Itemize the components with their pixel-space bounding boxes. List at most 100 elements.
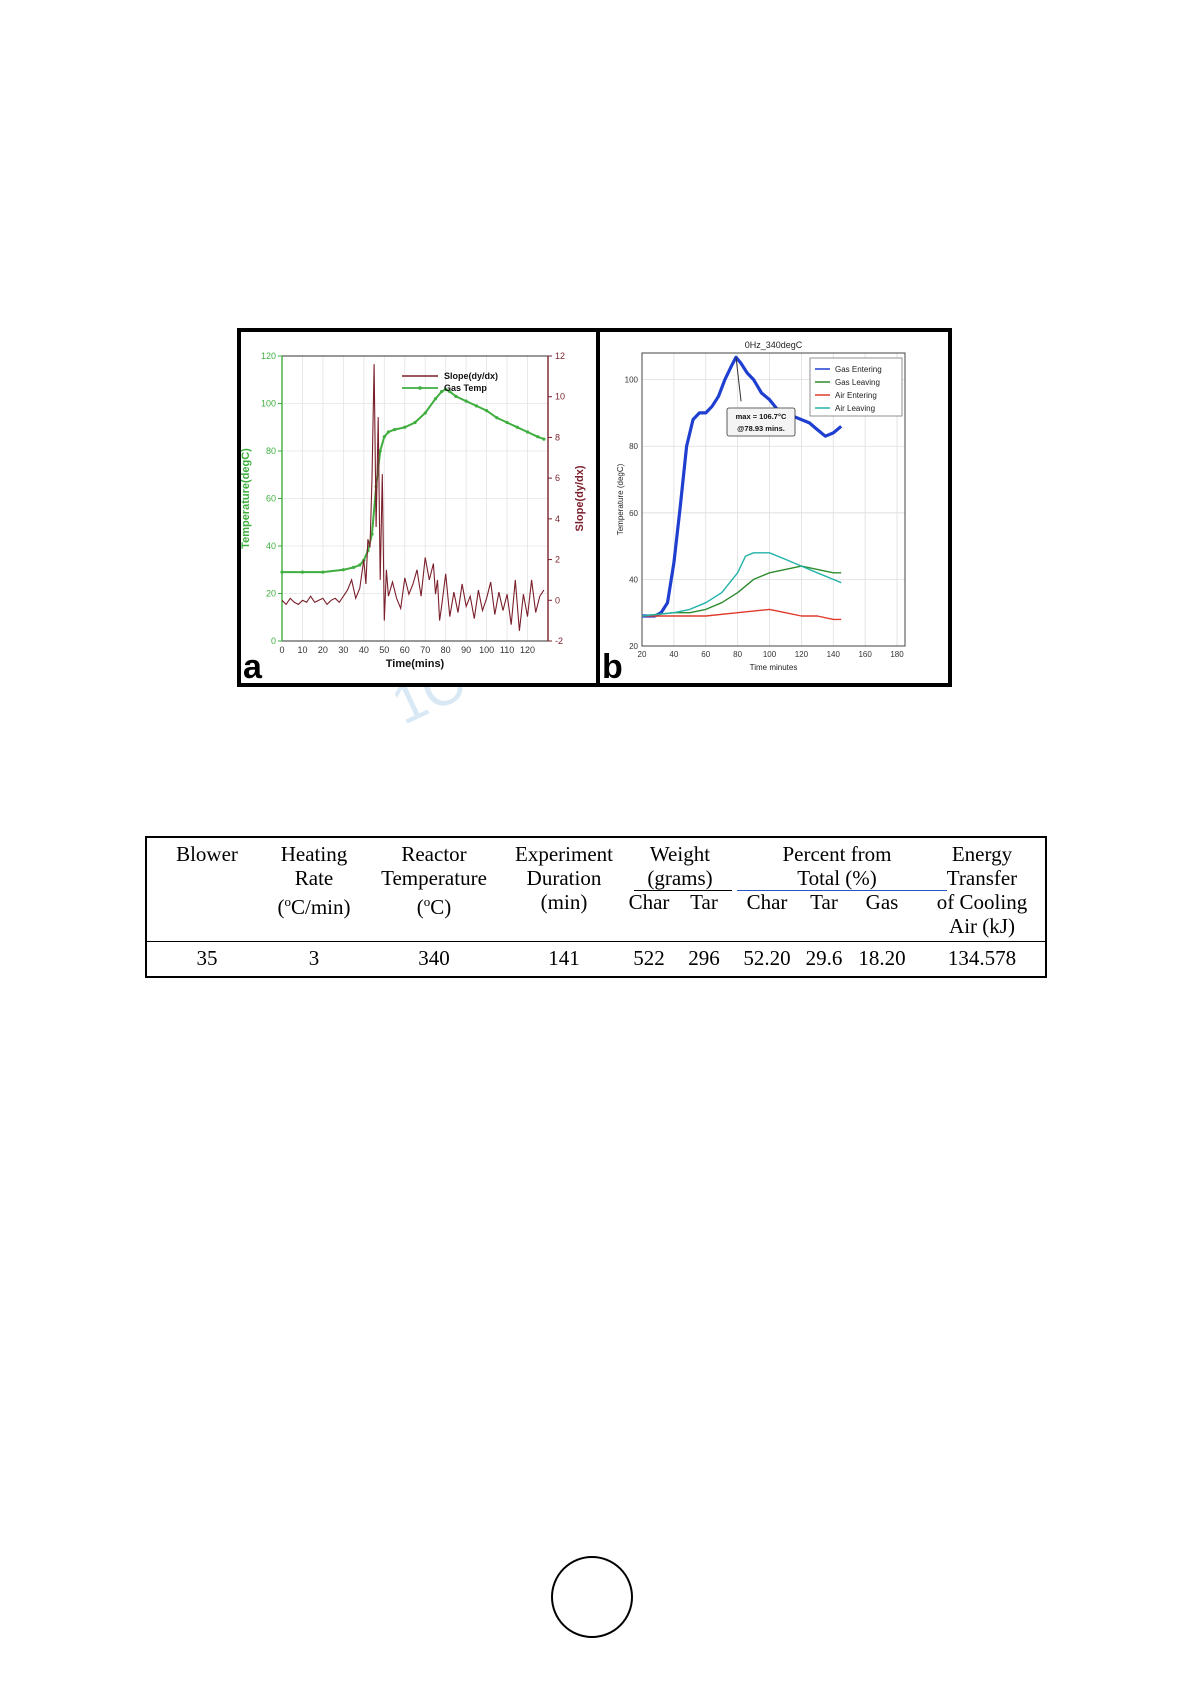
panel-a-point-gas-temp [515, 425, 519, 429]
panel-b-legend-label: Gas Leaving [835, 378, 880, 387]
panel-a-point-gas-temp [464, 399, 468, 403]
panel-a-legend-marker-gas [418, 386, 422, 390]
panel-a-right-tick-label: 6 [555, 473, 560, 483]
panel-a-point-gas-temp [352, 565, 356, 569]
panel-a-point-gas-temp [413, 420, 417, 425]
panel-b-legend-label: Gas Entering [835, 365, 882, 374]
percent-underline [737, 890, 947, 891]
header-percent: Percent from Total (%) [782, 842, 892, 890]
panel-a-point-gas-temp [495, 416, 499, 420]
panel-a-left-tick-label: 100 [261, 399, 276, 409]
panel-a-right-tick-label: 12 [555, 351, 565, 361]
panel-b-x-tick-label: 180 [890, 650, 904, 659]
panel-a-left-tick-label: 40 [266, 541, 276, 551]
subheader-gas-percent: Gas [865, 890, 899, 914]
panel-a-point-gas-temp [485, 409, 489, 413]
panel-a-point-gas-temp [358, 563, 362, 567]
panel-a-point-gas-temp [341, 568, 345, 572]
cell-reactor-temperature: 340 [418, 946, 450, 970]
panel-b-annotation-arrow [735, 357, 742, 402]
panel-a-x-tick-label: 30 [338, 645, 348, 655]
panel-a-point-gas-temp [300, 570, 305, 574]
panel-a-right-tick-label: 2 [555, 555, 560, 565]
subheader-tar-percent: Tar [810, 890, 838, 914]
panel-a-x-tick-label: 0 [279, 645, 284, 655]
panel-b-y-axis-title: Temperature (degC) [616, 463, 625, 535]
reactor-temperature-unit: (oC) [416, 894, 452, 919]
panel-a-point-gas-temp [386, 430, 390, 434]
panel-b-x-axis-title: Time minutes [750, 663, 798, 672]
panel-a-x-tick-label: 70 [420, 645, 430, 655]
panel-a-point-gas-temp [392, 428, 397, 432]
panel-a-point-gas-temp [403, 425, 407, 429]
panel-a-point-gas-temp [370, 532, 374, 536]
panel-a-y2-axis-title: Slope(dy/dx) [574, 465, 586, 531]
cell-char-percent: 52.20 [743, 946, 791, 970]
cell-blower: 35 [196, 946, 218, 970]
cell-tar-percent: 29.6 [805, 946, 843, 970]
panel-a-x-tick-label: 100 [479, 645, 494, 655]
panel-b-plot-frame [641, 352, 906, 647]
panel-a-x-tick-label: 80 [441, 645, 451, 655]
subheader-char-weight: Char [628, 890, 670, 914]
panel-b-legend-box [809, 357, 903, 417]
panel-a-x-tick-label: 120 [520, 645, 535, 655]
subheader-char-percent: Char [746, 890, 788, 914]
panel-a-right-tick-label: 0 [555, 595, 560, 605]
panel-a-x-tick-label: 110 [500, 645, 514, 655]
subheader-tar-weight: Tar [690, 890, 718, 914]
panel-b-legend-label: Air Leaving [835, 404, 875, 413]
header-blower: Blower [176, 842, 238, 866]
panel-b-x-tick-label: 80 [733, 650, 742, 659]
panel-b-x-tick-label: 160 [858, 650, 872, 659]
cell-char-weight: 522 [633, 946, 665, 970]
panel-a-left-tick-label: 0 [271, 636, 276, 646]
panel-a-left-tick-label: 120 [261, 351, 276, 361]
panel-b-x-tick-label: 60 [701, 650, 710, 659]
panel-b-y-tick-label: 80 [629, 442, 638, 451]
panel-b-x-tick-label: 140 [827, 650, 841, 659]
figure: 0 20 40 60 80 100 120 -2 0 2 4 6 8 10 12 0 10 20 30 40 50 60 7… [237, 328, 952, 687]
panel-a-x-tick-label: 60 [400, 645, 410, 655]
header-divider [147, 941, 1045, 942]
weight-underline [634, 890, 732, 891]
panel-b-chart-title: 0Hz_340degC [745, 340, 803, 350]
panel-a-point-gas-temp [542, 437, 546, 441]
panel-b-annotation-line2: @78.93 mins. [737, 424, 785, 433]
panel-a-right-tick-label: -2 [555, 636, 563, 646]
panel-b-y-tick-label: 100 [625, 376, 639, 385]
panel-b-series-air-entering [642, 608, 842, 621]
panel-b-x-tick-label: 120 [795, 650, 809, 659]
panel-b-legend-label: Air Entering [835, 391, 877, 400]
header-experiment-duration: Experiment Duration (min) [515, 842, 613, 914]
panel-a-point-gas-temp [280, 570, 284, 574]
cell-heating-rate: 3 [308, 946, 320, 970]
cell-tar-weight: 296 [688, 946, 720, 970]
panel-a-right-tick-label: 10 [555, 392, 565, 402]
panel-b-label: b [602, 648, 623, 686]
panel-a-series-slope [281, 364, 545, 631]
panel-a-point-gas-temp [444, 387, 448, 391]
panel-b-annotation-line1: max = 106.7°C [736, 412, 787, 421]
panel-b-y-tick-label: 40 [629, 575, 638, 584]
panel-b-x-tick-label: 100 [763, 650, 777, 659]
panel-a-y-axis-title: Temperature(degC) [240, 448, 252, 549]
panel-a-point-gas-temp [321, 570, 325, 574]
panel-a-left-tick-label: 60 [266, 494, 276, 504]
panel-a-right-tick-label: 4 [555, 514, 560, 524]
heating-rate-unit: (oC/min) [277, 894, 351, 919]
page-number-circle [551, 1556, 633, 1638]
panel-a-x-tick-label: 20 [318, 645, 328, 655]
panel-a-point-gas-temp [433, 397, 438, 401]
panel-b-series-air-leaving [641, 552, 842, 617]
panel-a-point-gas-temp [423, 411, 427, 415]
panel-a-point-gas-temp [525, 430, 530, 434]
panel-b-y-tick-label: 20 [629, 642, 638, 651]
panel-a-point-gas-temp [454, 394, 458, 398]
cell-gas-percent: 18.20 [858, 946, 906, 970]
panel-a-point-gas-temp [378, 449, 382, 453]
panel-a-point-gas-temp [440, 390, 444, 394]
header-reactor-temperature: Reactor Temperature (oC) [369, 842, 499, 919]
panel-a-point-gas-temp [382, 435, 386, 439]
